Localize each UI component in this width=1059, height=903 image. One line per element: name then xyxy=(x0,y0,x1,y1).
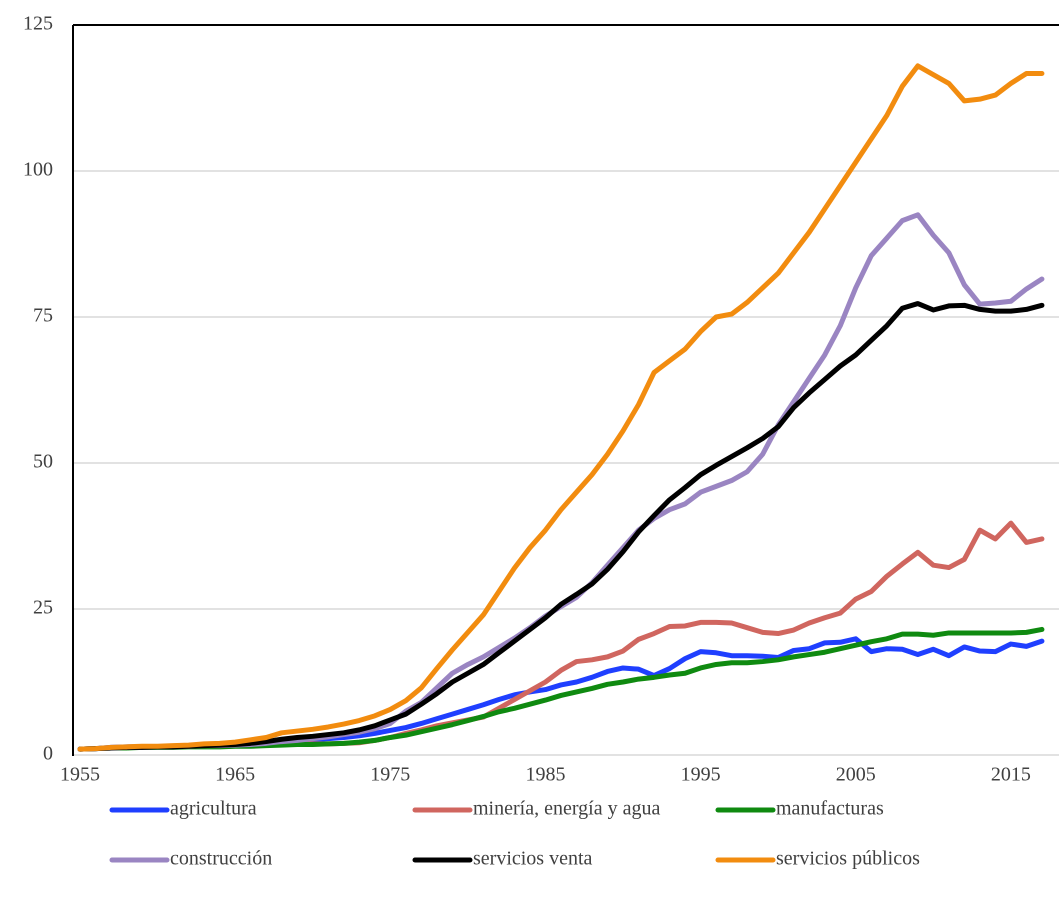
legend-label: agricultura xyxy=(170,798,257,820)
y-tick-label: 25 xyxy=(33,597,53,619)
x-tick-label: 1995 xyxy=(681,764,721,786)
series-line xyxy=(77,301,1045,752)
legend-label: manufacturas xyxy=(776,798,884,820)
x-tick-label: 1985 xyxy=(525,764,565,786)
y-tick-label: 100 xyxy=(23,159,53,181)
legend-label: servicios públicos xyxy=(776,848,920,870)
legend-label: minería, energía y agua xyxy=(473,798,660,820)
x-tick-label: 2015 xyxy=(991,764,1031,786)
x-tick-label: 2005 xyxy=(836,764,876,786)
axis-labels: 0 25 50 75 100 125 1955 1965 1975 1985 1995 2005 201… xyxy=(23,13,1031,786)
x-tick-label: 1975 xyxy=(370,764,410,786)
y-tick-label: 50 xyxy=(33,451,53,473)
y-tick-label: 125 xyxy=(23,13,53,35)
x-tick-label: 1965 xyxy=(215,764,255,786)
plot-area xyxy=(77,63,1045,752)
legend-label: construcción xyxy=(170,848,272,870)
grid xyxy=(73,24,1059,756)
x-tick-label: 1955 xyxy=(60,764,100,786)
series-line xyxy=(77,63,1045,752)
y-tick-label: 0 xyxy=(43,743,53,765)
legend-label: servicios venta xyxy=(473,848,593,870)
legend: agricultura minería, energía y agua manufa… xyxy=(109,798,920,870)
y-tick-label: 75 xyxy=(33,305,53,327)
